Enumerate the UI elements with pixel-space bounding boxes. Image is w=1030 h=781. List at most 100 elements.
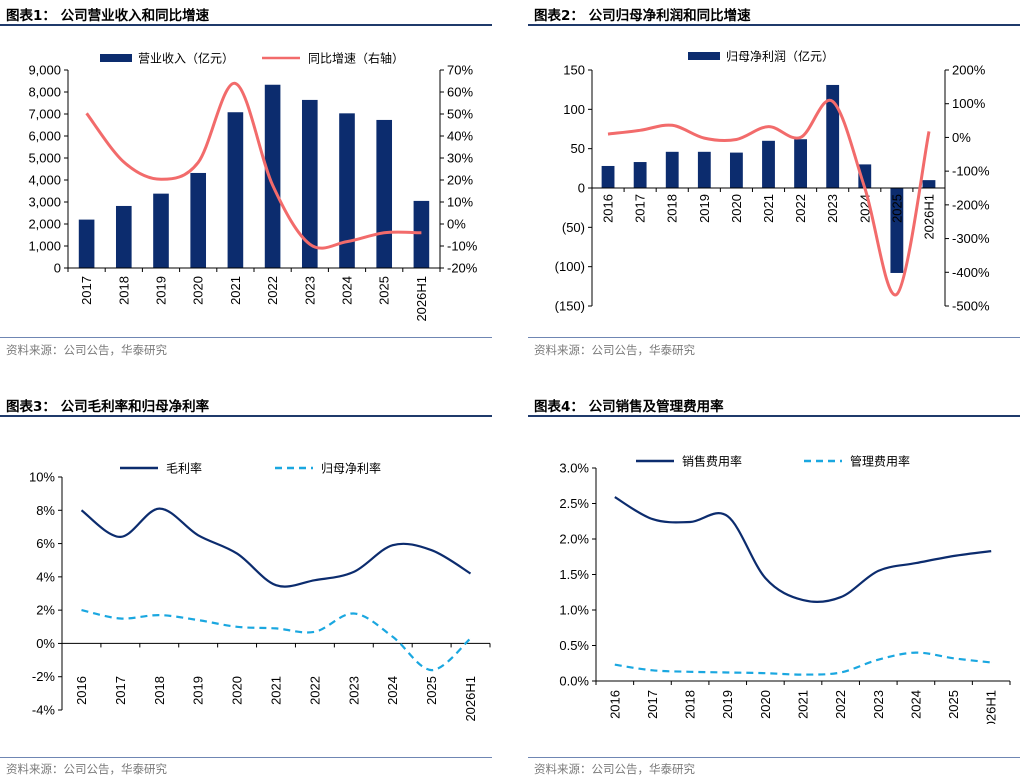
x-tick-label-2020: 2020 — [729, 194, 744, 223]
y-tick-label-right: -500% — [952, 299, 990, 314]
series-line-0 — [80, 507, 472, 588]
bar-2019 — [153, 193, 169, 268]
y-tick-label-left: 6,000 — [28, 129, 61, 144]
x-tick-label-2016: 2016 — [601, 194, 616, 223]
x-tick-label-2018: 2018 — [116, 276, 131, 305]
chart-title: 图表1： 公司营业收入和同比增速 — [6, 8, 210, 24]
y-tick-label-right: 0% — [952, 130, 971, 145]
y-tick-label-right: 20% — [447, 173, 473, 188]
x-tick-label-2019: 2019 — [720, 690, 735, 719]
x-tick-label-2024: 2024 — [908, 690, 923, 719]
legend-label-0: 归母净利润（亿元） — [726, 49, 834, 64]
y-tick-label: 2% — [36, 603, 55, 618]
x-tick-label-2025: 2025 — [377, 276, 392, 305]
bar-2019 — [697, 151, 711, 188]
x-tick-label-2026H1: 2026H1 — [921, 194, 936, 240]
revenue-chart: 0 1,000 2,000 3,000 4,000 5,000 6,000 7,000 8,00… — [28, 51, 478, 322]
x-tick-label-2026H1: 2026H1 — [984, 690, 999, 724]
bar-2018 — [665, 151, 679, 188]
y-tick-label-right: -400% — [952, 265, 990, 280]
y-tick-label: 10% — [29, 470, 55, 485]
x-tick-label-2025: 2025 — [946, 690, 961, 719]
x-tick-label-2016: 2016 — [607, 690, 622, 719]
bar-2025 — [376, 119, 393, 268]
y-tick-label-left: (100) — [555, 259, 585, 274]
bar-2022 — [794, 139, 808, 188]
source-rule — [0, 337, 492, 338]
legend-swatch-0 — [688, 52, 720, 60]
series-line-1 — [81, 609, 472, 672]
title-rule — [528, 415, 1020, 417]
x-tick-label-2022: 2022 — [833, 690, 848, 719]
x-tick-label-2021: 2021 — [228, 276, 243, 305]
y-tick-label-right: -20% — [447, 261, 478, 276]
y-tick-label-right: 10% — [447, 195, 473, 210]
x-tick-label-2025: 2025 — [424, 676, 439, 705]
legend-label-0: 营业收入（亿元） — [138, 51, 234, 66]
y-tick-label-right: 50% — [447, 107, 473, 122]
x-tick-label-2019: 2019 — [697, 194, 712, 223]
x-tick-label-2022: 2022 — [265, 276, 280, 305]
legend-label-0: 销售费用率 — [682, 454, 742, 469]
y-tick-label-left: (50) — [562, 220, 585, 235]
y-tick-label: 0.0% — [559, 674, 589, 689]
y-tick-label-right: 30% — [447, 151, 473, 166]
y-tick-label-left: 2,000 — [28, 217, 61, 232]
y-tick-label: 1.5% — [559, 567, 589, 582]
x-tick-label-2017: 2017 — [633, 194, 648, 223]
bar-2017 — [633, 162, 647, 188]
y-tick-label-left: (150) — [555, 299, 585, 314]
legend-swatch-0 — [100, 54, 132, 62]
x-tick-label-2016: 2016 — [74, 676, 89, 705]
y-tick-label-right: 70% — [447, 63, 473, 78]
x-tick-label-2019: 2019 — [191, 676, 206, 705]
source-note: 资料来源：公司公告，华泰研究 — [534, 762, 695, 776]
chart-title: 图表4： 公司销售及管理费用率 — [534, 399, 724, 415]
x-tick-label-2022: 2022 — [793, 194, 808, 223]
source-note: 资料来源：公司公告，华泰研究 — [6, 762, 167, 776]
source-note: 资料来源：公司公告，华泰研究 — [6, 343, 167, 357]
y-tick-label-right: -200% — [952, 197, 990, 212]
y-tick-label-left: 0 — [54, 261, 61, 276]
y-tick-label-left: 5,000 — [28, 151, 61, 166]
y-tick-label: -4% — [32, 703, 56, 718]
bar-2023 — [826, 84, 840, 188]
x-tick-label-2017: 2017 — [113, 676, 128, 705]
x-tick-label-2026H1: 2026H1 — [463, 676, 478, 722]
bar-2020 — [190, 172, 207, 268]
bar-2021 — [762, 140, 775, 188]
bar-2016 — [601, 165, 615, 188]
x-tick-label-2017: 2017 — [645, 690, 660, 719]
bar-2026H1 — [922, 180, 936, 188]
x-tick-label-2024: 2024 — [385, 676, 400, 705]
bar-2025 — [890, 188, 904, 273]
x-tick-label-2018: 2018 — [152, 676, 167, 705]
y-tick-label: 6% — [36, 536, 55, 551]
x-tick-label-2024: 2024 — [340, 276, 355, 305]
growth-line — [607, 98, 931, 297]
chart-panel-net-profit: 图表2： 公司归母净利润和同比增速 (150) (100) (50) 0 50 100 15… — [528, 0, 1030, 390]
x-tick-label-2021: 2021 — [796, 690, 811, 719]
x-tick-label-2018: 2018 — [683, 690, 698, 719]
bar-2021 — [227, 112, 244, 269]
chart-title: 图表2： 公司归母净利润和同比增速 — [534, 8, 751, 24]
series-line-0 — [614, 496, 992, 603]
chart-panel-expense-ratios: 图表4： 公司销售及管理费用率 0.0% 0.5% 1.0% 1.5% 2.0% 2.5%… — [528, 391, 1030, 781]
x-tick-label-2017: 2017 — [79, 276, 94, 305]
bar-2026H1 — [413, 200, 430, 268]
y-tick-label-right: -10% — [447, 239, 478, 254]
x-tick-label-2023: 2023 — [825, 194, 840, 223]
y-tick-label-right: 60% — [447, 85, 473, 100]
source-note: 资料来源：公司公告，华泰研究 — [534, 343, 695, 357]
bar-2017 — [78, 219, 95, 268]
chart-panel-revenue: 图表1： 公司营业收入和同比增速 0 1,000 2,000 3,000 4,000 5,… — [0, 0, 515, 390]
y-tick-label-right: 100% — [952, 96, 986, 111]
expense-ratio-chart: 0.0% 0.5% 1.0% 1.5% 2.0% 2.5% 3.0% 2016 2017 2018… — [559, 454, 1011, 724]
x-tick-label-2019: 2019 — [154, 276, 169, 305]
bar-2022 — [264, 84, 281, 268]
y-tick-label-right: 0% — [447, 217, 466, 232]
source-rule — [528, 337, 1020, 338]
chart-panel-margins: 图表3： 公司毛利率和归母净利率 -4% -2% 0% 2% 4% 6% 8% 10% 2016… — [0, 391, 515, 781]
bar-2023 — [301, 99, 318, 268]
legend-label-1: 管理费用率 — [850, 454, 910, 469]
